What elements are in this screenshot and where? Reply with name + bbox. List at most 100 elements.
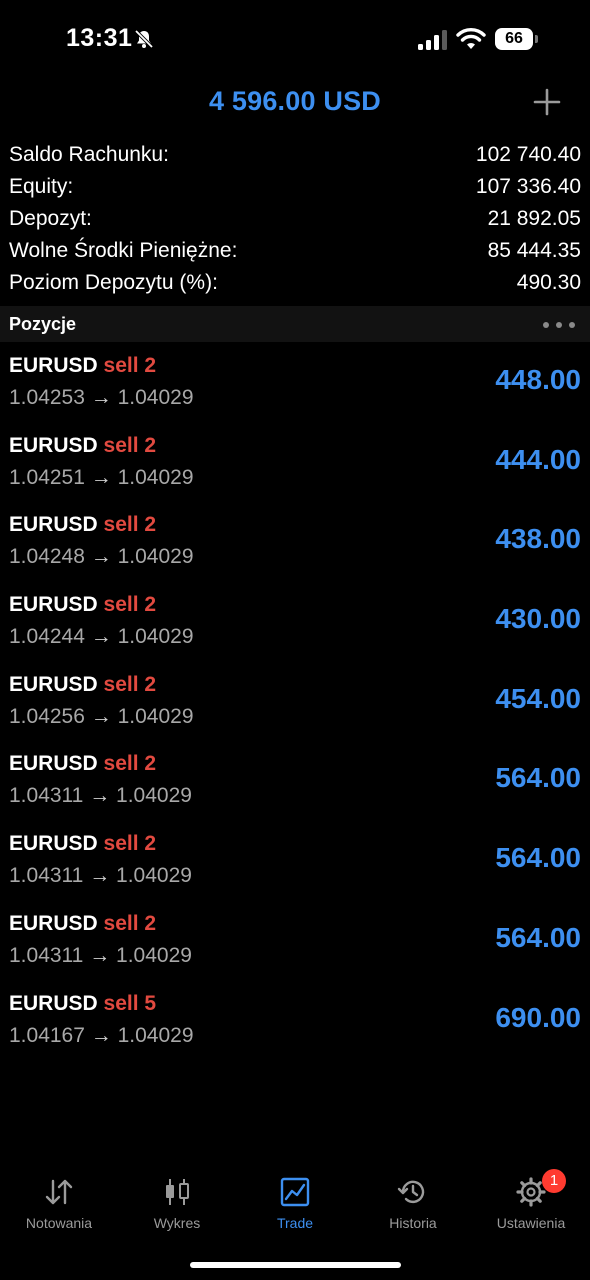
status-bar: 13:31 66 <box>0 0 590 80</box>
positions-section-header: Pozycje <box>0 306 590 342</box>
position-current-price: 1.04029 <box>117 386 194 409</box>
position-side: sell 2 <box>103 752 157 776</box>
account-value: 102 740.40 <box>475 143 581 166</box>
tab-trade[interactable]: Trade <box>236 1170 354 1240</box>
arrow-right-icon: → <box>90 1023 112 1047</box>
position-open-price: 1.04251 <box>9 465 85 489</box>
account-row-balance: Saldo Rachunku: 102 740.40 <box>0 140 590 172</box>
bell-off-icon <box>134 29 154 49</box>
account-summary: Saldo Rachunku: 102 740.40 Equity: 107 3… <box>0 140 590 300</box>
tab-label: Wykres <box>153 1215 201 1231</box>
more-options-icon[interactable] <box>542 321 576 329</box>
position-symbol: EURUSD <box>9 752 98 776</box>
home-indicator[interactable] <box>190 1262 401 1268</box>
account-label: Depozyt: <box>9 207 92 230</box>
arrow-right-icon: → <box>89 864 111 888</box>
position-row[interactable]: EURUSD sell 2 1.04311 → 1.04029 564.00 <box>0 820 590 900</box>
position-current-price: 1.04029 <box>117 465 194 489</box>
position-row[interactable]: EURUSD sell 2 1.04253 → 1.04029 448.00 <box>0 342 590 422</box>
position-current-price: 1.04029 <box>117 625 194 649</box>
account-label: Saldo Rachunku: <box>9 143 169 166</box>
account-row-margin: Depozyt: 21 892.05 <box>0 204 590 236</box>
position-side: sell 2 <box>103 672 157 696</box>
position-symbol: EURUSD <box>9 513 98 537</box>
arrow-right-icon: → <box>90 704 112 728</box>
account-label: Wolne Środki Pieniężne: <box>9 239 238 262</box>
tab-historia[interactable]: Historia <box>354 1170 472 1240</box>
position-current-price: 1.04029 <box>117 545 194 569</box>
position-open-price: 1.04311 <box>9 784 84 808</box>
arrow-right-icon: → <box>90 625 112 649</box>
wifi-icon <box>456 28 486 49</box>
status-time: 13:31 <box>66 24 133 52</box>
arrow-right-icon: → <box>90 545 112 569</box>
position-side: sell 2 <box>103 513 157 537</box>
battery-icon: 66 <box>495 28 539 50</box>
account-value: 107 336.40 <box>475 175 581 198</box>
tab-wykres[interactable]: Wykres <box>118 1170 236 1240</box>
position-profit: 564.00 <box>495 762 581 794</box>
position-row[interactable]: EURUSD sell 2 1.04256 → 1.04029 454.00 <box>0 661 590 741</box>
account-value: 85 444.35 <box>487 239 581 262</box>
position-symbol: EURUSD <box>9 433 98 457</box>
position-open-price: 1.04311 <box>9 943 84 967</box>
account-label: Poziom Depozytu (%): <box>9 271 218 294</box>
new-order-plus-icon[interactable] <box>532 87 562 117</box>
position-side: sell 2 <box>103 593 157 617</box>
arrow-right-icon: → <box>90 386 112 409</box>
position-profit: 690.00 <box>495 1001 581 1033</box>
position-open-price: 1.04167 <box>9 1023 85 1047</box>
position-profit: 564.00 <box>495 921 581 953</box>
position-open-price: 1.04311 <box>9 864 84 888</box>
header: 4 596.00 USD <box>0 84 590 124</box>
position-current-price: 1.04029 <box>116 864 192 888</box>
position-current-price: 1.04029 <box>117 704 194 728</box>
tab-label: Ustawienia <box>496 1215 566 1231</box>
tab-notowania[interactable]: Notowania <box>0 1170 118 1240</box>
account-row-free-margin: Wolne Środki Pieniężne: 85 444.35 <box>0 236 590 268</box>
account-value: 490.30 <box>516 271 581 294</box>
position-row[interactable]: EURUSD sell 2 1.04248 → 1.04029 438.00 <box>0 501 590 581</box>
positions-list: EURUSD sell 2 1.04253 → 1.04029 448.00 E… <box>0 342 590 1059</box>
position-symbol: EURUSD <box>9 593 98 617</box>
account-row-equity: Equity: 107 336.40 <box>0 172 590 204</box>
positions-title: Pozycje <box>9 314 77 334</box>
arrow-right-icon: → <box>89 943 111 967</box>
position-profit: 430.00 <box>495 603 581 635</box>
tab-label: Notowania <box>25 1215 93 1231</box>
position-row[interactable]: EURUSD sell 2 1.04311 → 1.04029 564.00 <box>0 900 590 980</box>
position-profit: 448.00 <box>495 364 581 395</box>
position-symbol: EURUSD <box>9 832 98 856</box>
account-row-margin-level: Poziom Depozytu (%): 490.30 <box>0 268 590 300</box>
candlestick-chart-icon <box>166 1179 189 1205</box>
arrow-right-icon: → <box>90 465 112 489</box>
arrow-right-icon: → <box>89 784 111 808</box>
position-current-price: 1.04029 <box>117 1023 194 1047</box>
cellular-signal-icon <box>418 30 447 50</box>
position-side: sell 5 <box>103 991 157 1015</box>
position-profit: 454.00 <box>495 682 581 714</box>
tab-ustawienia[interactable]: 1 Ustawienia <box>472 1169 590 1240</box>
notification-badge: 1 <box>542 1169 566 1193</box>
position-row[interactable]: EURUSD sell 5 1.04167 → 1.04029 690.00 <box>0 980 590 1060</box>
position-profit: 438.00 <box>495 523 581 555</box>
position-current-price: 1.04029 <box>116 784 192 808</box>
position-profit: 444.00 <box>495 443 581 475</box>
position-open-price: 1.04256 <box>9 704 85 728</box>
position-current-price: 1.04029 <box>116 943 192 967</box>
position-symbol: EURUSD <box>9 911 98 935</box>
account-value: 21 892.05 <box>487 207 581 230</box>
gear-icon <box>516 1177 546 1207</box>
battery-level: 66 <box>495 28 533 50</box>
history-clock-icon <box>397 1180 425 1204</box>
bottom-tab-bar: Notowania Wykres Trade Historia <box>0 1169 590 1250</box>
position-side: sell 2 <box>103 832 157 856</box>
position-row[interactable]: EURUSD sell 2 1.04311 → 1.04029 564.00 <box>0 740 590 820</box>
position-row[interactable]: EURUSD sell 2 1.04251 → 1.04029 444.00 <box>0 422 590 502</box>
trade-chart-icon <box>280 1177 310 1207</box>
position-row[interactable]: EURUSD sell 2 1.04244 → 1.04029 430.00 <box>0 581 590 661</box>
position-symbol: EURUSD <box>9 672 98 696</box>
position-open-price: 1.04253 <box>9 386 85 409</box>
position-side: sell 2 <box>103 911 157 935</box>
position-symbol: EURUSD <box>9 354 98 377</box>
